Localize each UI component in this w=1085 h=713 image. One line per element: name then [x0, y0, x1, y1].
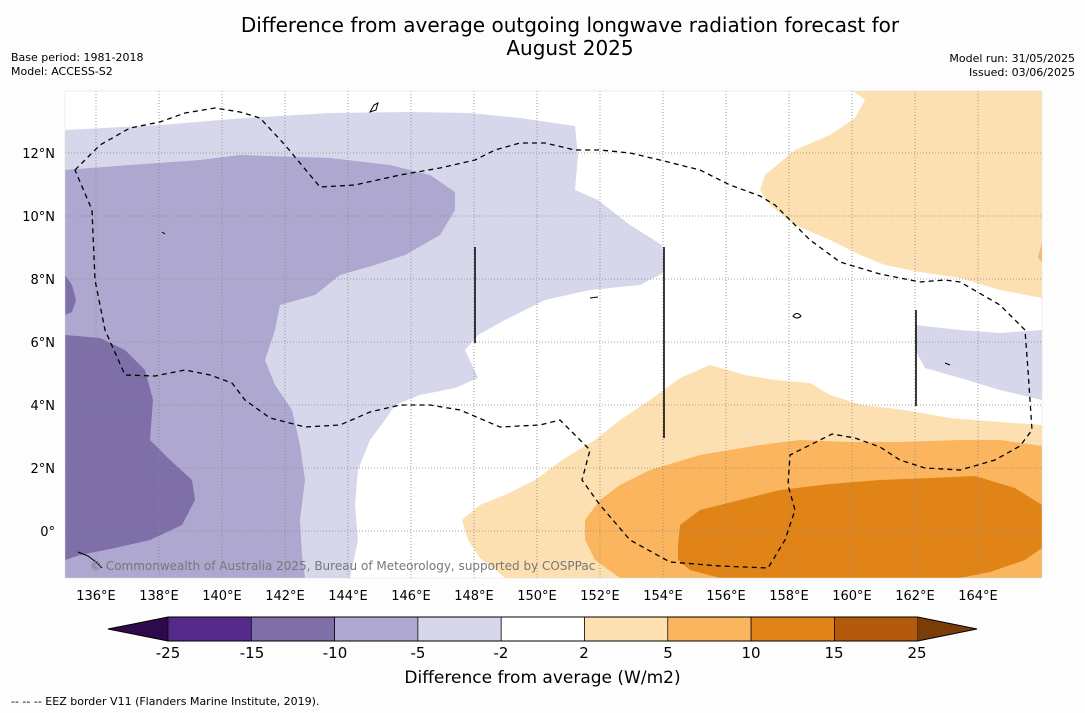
colorbar-tick-label: -25	[155, 644, 181, 662]
lat-label: 4°N	[31, 399, 56, 414]
contour-plus5-east-edge	[1038, 242, 1042, 262]
colorbar-title: Difference from average (W/m2)	[404, 668, 681, 688]
map-title: Difference from average outgoing longwav…	[0, 14, 1085, 60]
islands	[77, 102, 951, 569]
lon-label: 156°E	[706, 589, 746, 604]
colorbar	[107, 616, 978, 642]
colorbar-tick-label: -15	[239, 644, 265, 662]
map-panel: © Commonwealth of Australia 2025, Bureau…	[64, 90, 1043, 579]
colorbar-outline	[107, 616, 978, 642]
lon-label: 158°E	[769, 589, 809, 604]
contour-minus2-east	[915, 325, 1042, 400]
lon-label: 142°E	[265, 589, 305, 604]
gridlines	[65, 91, 1042, 578]
colorbar-tick-label: -10	[322, 644, 348, 662]
lon-label: 160°E	[832, 589, 872, 604]
colorbar-segment	[334, 616, 419, 642]
lat-label: 2°N	[31, 462, 56, 477]
lon-label: 150°E	[517, 589, 557, 604]
issued-date: Issued: 03/06/2025	[968, 66, 1075, 79]
lon-label: 146°E	[391, 589, 431, 604]
lon-label: 164°E	[958, 589, 998, 604]
lon-label: 136°E	[76, 589, 116, 604]
model-name: Model: ACCESS-S2	[11, 65, 113, 78]
colorbar-segment	[250, 616, 335, 642]
colorbar-tick-label: 10	[741, 644, 761, 662]
metadata-right: Model run: 31/05/2025 Issued: 03/06/2025	[949, 52, 1075, 80]
colorbar-tick-label: -5	[410, 644, 426, 662]
colorbar-tick-label: 2	[579, 644, 589, 662]
copyright-text: © Commonwealth of Australia 2025, Bureau…	[90, 559, 595, 573]
contour-plus2-ne	[760, 91, 1042, 298]
colorbar-tick-label: 15	[824, 644, 844, 662]
contour-minus10-west	[65, 335, 195, 560]
lat-label: 8°N	[31, 273, 56, 288]
base-period: Base period: 1981-2018	[11, 51, 144, 64]
colorbar-extend-low	[108, 617, 168, 641]
lat-label: 12°N	[22, 147, 55, 162]
colorbar-segment	[834, 616, 919, 642]
colorbar-segment	[584, 616, 669, 642]
metadata-left: Base period: 1981-2018 Model: ACCESS-S2	[11, 51, 143, 79]
lat-label: 10°N	[22, 210, 55, 225]
lon-label: 138°E	[139, 589, 179, 604]
footnote-eez: -- -- -- EEZ border V11 (Flanders Marine…	[11, 695, 320, 708]
colorbar-tick-label: 5	[663, 644, 673, 662]
lon-label: 140°E	[202, 589, 242, 604]
lat-label: 0°	[40, 525, 55, 540]
colorbar-extend-high	[917, 617, 977, 641]
colorbar-segment	[417, 616, 502, 642]
model-run: Model run: 31/05/2025	[949, 52, 1075, 65]
colorbar-segment	[167, 616, 252, 642]
latitude-labels: 12°N 10°N 8°N 6°N 4°N 2°N 0°	[22, 147, 55, 540]
title-line-2: August 2025	[506, 36, 634, 60]
lon-label: 152°E	[580, 589, 620, 604]
colorbar-segment	[750, 616, 835, 642]
lon-label: 144°E	[328, 589, 368, 604]
eez-border	[74, 107, 1033, 569]
title-line-1: Difference from average outgoing longwav…	[240, 13, 900, 37]
colorbar-tick-label: -2	[493, 644, 509, 662]
lon-label: 162°E	[895, 589, 935, 604]
longitude-labels: 136°E 138°E 140°E 142°E 144°E 146°E 148°…	[76, 589, 998, 604]
lon-label: 148°E	[454, 589, 494, 604]
contour-plus10	[678, 476, 1042, 578]
contour-minus10-nw	[65, 275, 76, 315]
map-frame	[64, 90, 1043, 579]
lon-label: 154°E	[643, 589, 683, 604]
lat-label: 6°N	[31, 336, 56, 351]
colorbar-segment	[667, 616, 752, 642]
colorbar-tick-label: 25	[907, 644, 927, 662]
colorbar-segment	[500, 616, 585, 642]
